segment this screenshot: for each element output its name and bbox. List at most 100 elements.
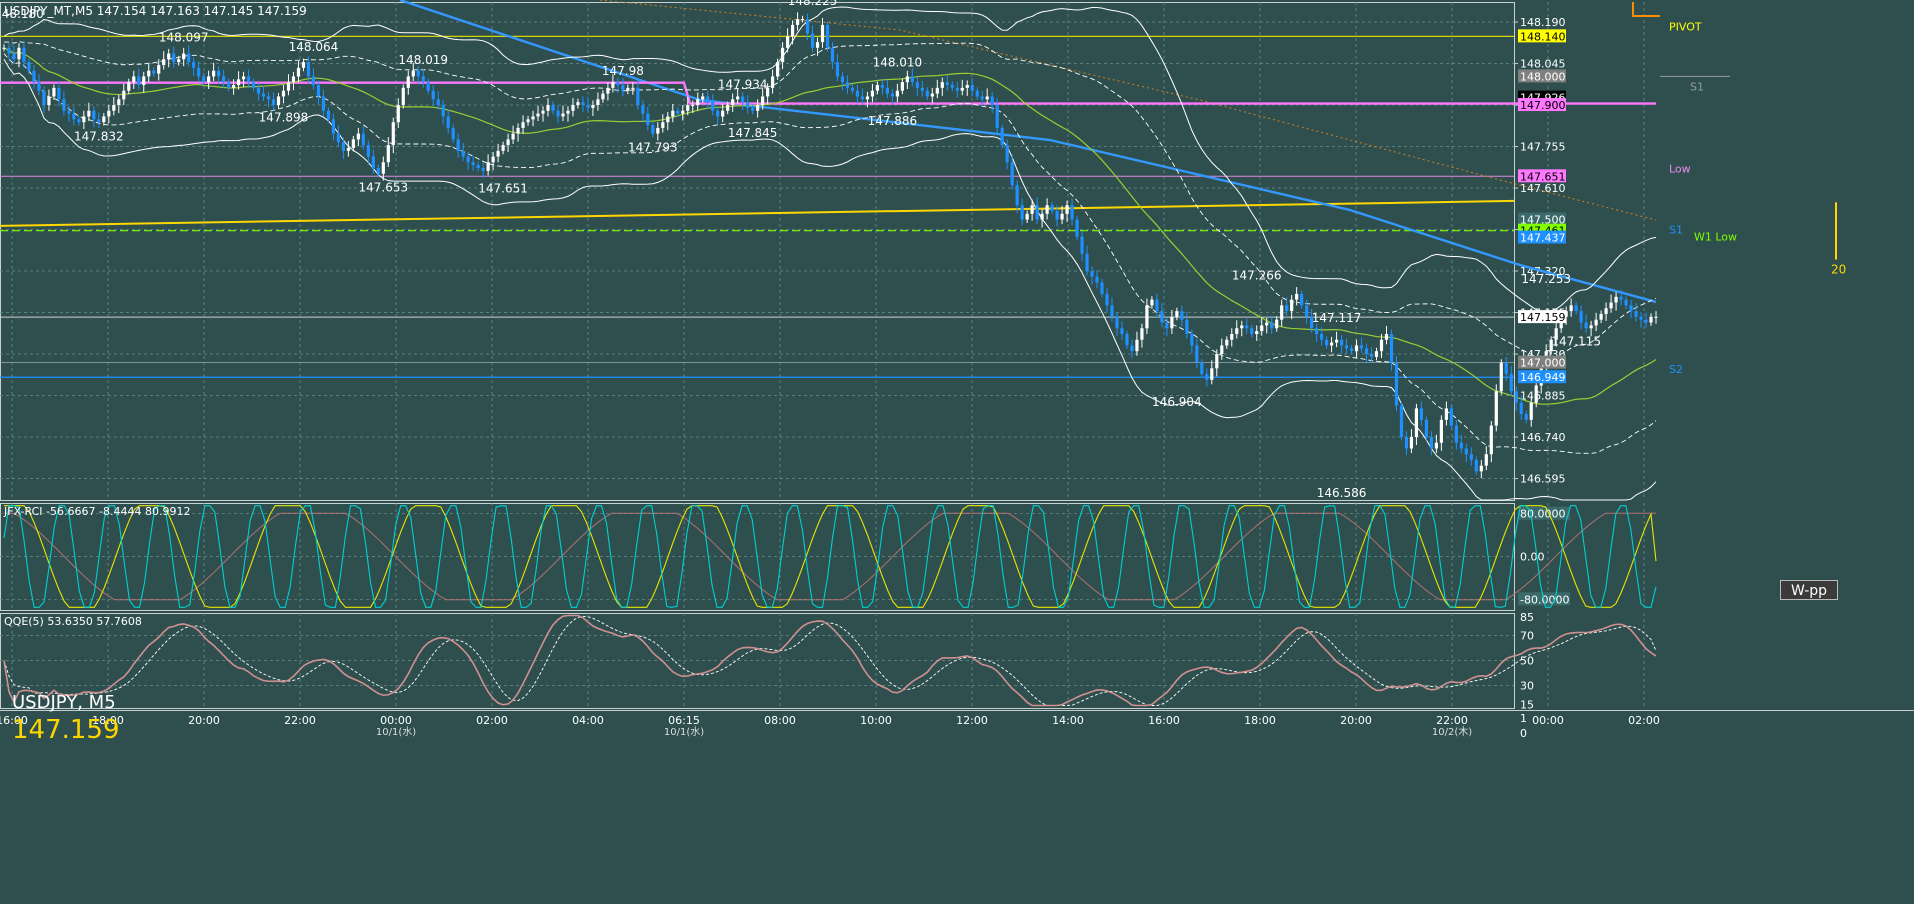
candle [102,113,106,126]
candle-body [396,105,400,123]
candle [1464,443,1468,463]
candle-body [1429,437,1434,449]
candle-body [810,33,815,48]
candle-body [1110,305,1114,317]
candle-body [431,90,435,100]
candle [995,98,999,134]
candle-body [676,110,680,114]
candle [276,93,281,109]
candle [122,83,126,106]
candle [676,107,680,118]
price-tag: 147.159 [1520,311,1566,324]
qqe-signal-line [3,615,1657,706]
candle-body [1444,408,1448,420]
candle [711,94,715,116]
rci-title: JFX-RCI -56.6667 -8.4444 80.9912 [3,505,190,518]
candle [815,37,820,56]
candle-body [356,133,360,140]
candle [551,101,555,115]
candle [1025,210,1029,223]
candle [970,78,974,97]
candle [1614,292,1618,311]
candle-body [311,76,316,85]
candle [1524,410,1528,424]
candle [1160,303,1164,328]
candle [646,106,650,131]
candle-body [1604,308,1608,314]
candle [137,68,141,90]
candle-body [1115,316,1119,329]
candle [217,66,221,85]
candle [142,71,146,94]
candle-body [681,110,685,114]
y-tick-label: 148.045 [1520,58,1566,71]
x-tick-label: 02:00 [476,714,508,727]
candle [925,87,929,100]
candle-body [341,142,345,151]
candle [326,107,331,123]
candle-body [706,96,710,103]
candle-body [441,105,445,117]
candle-body [556,110,560,117]
candle-body [1095,276,1099,283]
candle [825,21,830,52]
candle-body [117,99,121,106]
candle-body [646,113,650,126]
x-tick-label: 14:00 [1052,714,1084,727]
candle [536,105,540,122]
candle-body [192,62,196,68]
candle-body [366,145,370,157]
candle [1020,198,1024,226]
candle-body [1404,437,1409,449]
candle-body [187,53,191,63]
candle [187,45,191,67]
rci-y-tick: -80.0000 [1520,593,1569,606]
candle [446,109,450,134]
candle [212,62,216,81]
candle-body [1215,354,1219,369]
candle [1594,312,1598,332]
x-tick-label: 00:00 [380,714,412,727]
candle [236,71,241,90]
candle-body [1045,205,1049,214]
candle [835,54,840,81]
candle-body [1644,319,1648,323]
blue-ma-line [399,0,1657,304]
x-tick-label: 16:00 [0,714,28,727]
candle [1459,434,1463,454]
candle-body [531,116,535,120]
candle-body [761,96,765,106]
candle-body [1414,408,1419,438]
candle-body [571,105,575,111]
candle [1305,299,1309,324]
candle [1150,296,1154,309]
candle-body [1534,385,1538,403]
candle [516,123,520,142]
candle-body [771,76,775,88]
candle-body [222,76,226,83]
candle-body [246,76,251,83]
swing-price-label: 148.180 [0,7,44,21]
main-title: USDJPY_MT,M5 147.154 147.163 147.145 147… [4,4,307,18]
candle [486,154,490,176]
candle [411,62,415,81]
candle [1404,431,1409,456]
candle-body [1280,305,1284,320]
candle [1364,343,1369,363]
candle [117,94,121,114]
candle-body [631,87,635,89]
wpp-button[interactable]: W-pp [1780,580,1838,600]
candle-body [152,70,156,74]
candle [1195,338,1199,369]
candle-body [276,96,281,106]
candle [1369,347,1374,363]
candle-body [820,24,825,43]
candle [57,82,61,107]
candle-body [696,99,700,106]
candle [1120,321,1124,340]
x-tick-label: 02:00 [1628,714,1660,727]
candle-body [780,47,785,63]
candle [1424,416,1429,441]
candle-body [1499,362,1503,392]
